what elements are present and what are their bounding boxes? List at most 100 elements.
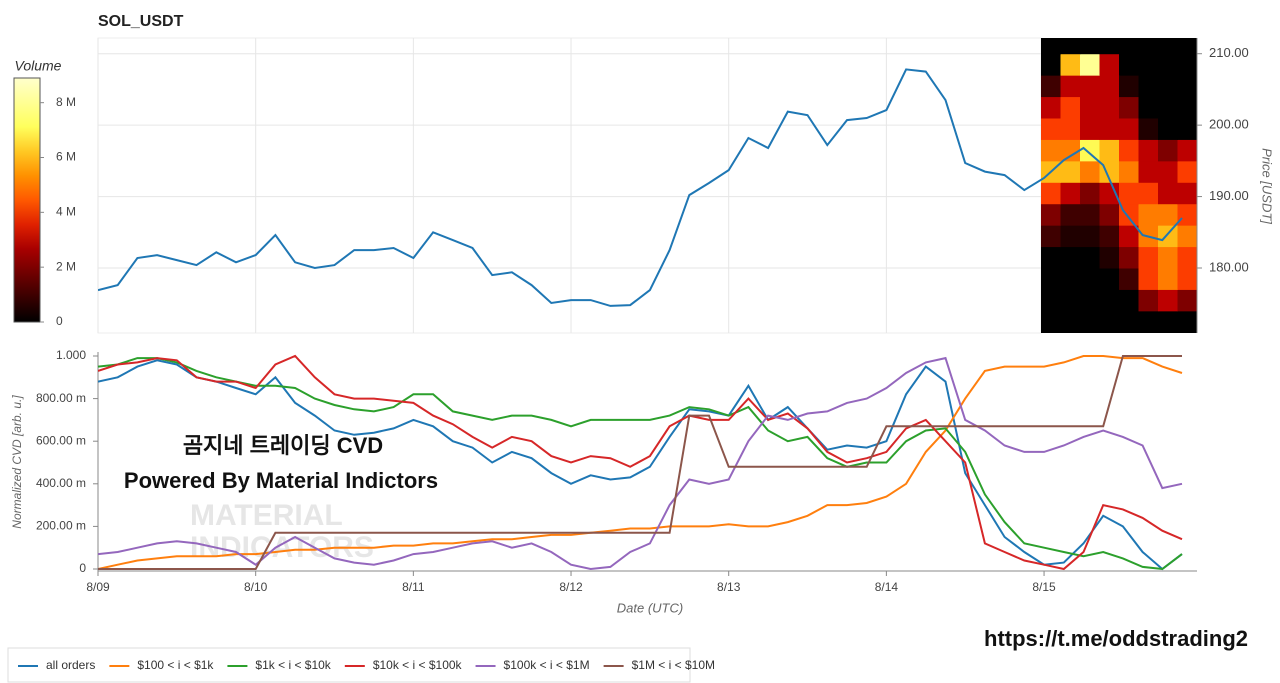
heatmap-cell (1060, 118, 1081, 140)
heatmap-cell (1080, 225, 1100, 248)
plot-area (97, 37, 1042, 334)
heatmap-cell (1099, 310, 1120, 333)
heatmap-cell (1060, 310, 1081, 333)
series-line (98, 357, 1183, 571)
heatmap-cell (1138, 96, 1159, 119)
heatmap-cell (1080, 139, 1100, 162)
x-tick-label: 8/13 (717, 580, 741, 594)
heatmap-cell (1099, 246, 1120, 269)
y-tick-label: 200.00 (1209, 117, 1249, 132)
heatmap-cell (1138, 268, 1159, 290)
heatmap-cell (1138, 182, 1159, 205)
heatmap-cell (1099, 118, 1120, 140)
y-tick-label: 600.00 m (36, 433, 86, 447)
heatmap-cell (1138, 118, 1159, 140)
heatmap-cell (1041, 96, 1061, 119)
heatmap-cell (1177, 203, 1197, 226)
heatmap-cell (1158, 160, 1178, 183)
heatmap-cell (1080, 160, 1100, 183)
series-line (98, 355, 1183, 570)
heatmap-cell (1158, 53, 1178, 76)
heatmap-cell (1099, 225, 1120, 248)
heatmap-cell (1119, 246, 1139, 269)
heatmap-cell (1060, 75, 1081, 98)
heatmap-cell (1099, 182, 1120, 205)
heatmap-cell (1177, 225, 1197, 248)
heatmap-cell (1060, 203, 1081, 226)
heatmap-cell (1177, 38, 1197, 55)
colorbar-label: Volume (15, 58, 62, 74)
y-tick-label: 180.00 (1209, 259, 1249, 274)
heatmap-cell (1177, 268, 1197, 290)
heatmap-cell (1099, 289, 1120, 312)
y-tick-label: 200.00 m (36, 519, 86, 533)
heatmap-cell (1041, 139, 1061, 162)
colorbar (13, 77, 41, 323)
annotation: https://t.me/oddstrading2 (984, 626, 1248, 651)
series-line (98, 356, 1183, 571)
legend-label: $100 < i < $1k (137, 658, 214, 672)
heatmap-cell (1177, 310, 1197, 333)
x-tick-label: 8/14 (875, 580, 899, 594)
heatmap-cell (1060, 182, 1081, 205)
heatmap-cell (1041, 38, 1061, 55)
heatmap-cell (1060, 289, 1081, 312)
heatmap-cell (1099, 139, 1120, 162)
heatmap-cell (1041, 182, 1061, 205)
heatmap-cell (1080, 310, 1100, 333)
heatmap-cell (1099, 75, 1120, 98)
heatmap-cell (1080, 289, 1100, 312)
heatmap-cell (1041, 225, 1061, 248)
legend-label: $1M < i < $10M (632, 658, 715, 672)
heatmap-cell (1119, 53, 1139, 76)
heatmap-cell (1080, 268, 1100, 290)
colorbar-tick-label: 6 M (56, 150, 76, 164)
heatmap-cell (1119, 289, 1139, 312)
legend-label: $10k < i < $100k (373, 658, 463, 672)
x-tick-label: 8/09 (86, 580, 110, 594)
y-axis-label: Price [USDT] (1260, 148, 1275, 224)
y-tick-label: 800.00 m (36, 391, 86, 405)
heatmap-cell (1177, 53, 1197, 76)
heatmap-cell (1177, 182, 1197, 205)
x-tick-label: 8/11 (402, 580, 425, 594)
y-axis-label: Normalized CVD [arb. u.] (10, 395, 24, 529)
series-line (98, 355, 1182, 570)
heatmap-cell (1060, 53, 1081, 76)
heatmap-cell (1060, 139, 1081, 162)
heatmap-cell (1080, 75, 1100, 98)
heatmap-cell (1158, 268, 1178, 290)
heatmap-cell (1138, 75, 1159, 98)
heatmap-cell (1060, 160, 1081, 183)
heatmap-cell (1080, 118, 1100, 140)
heatmap-cell (1119, 75, 1139, 98)
watermark: MATERIAL (190, 499, 343, 532)
heatmap-cell (1119, 182, 1139, 205)
heatmap-cell (1158, 246, 1178, 269)
heatmap-cell (1080, 246, 1100, 269)
heatmap-cell (1060, 246, 1081, 269)
heatmap-cell (1138, 53, 1159, 76)
heatmap-cell (1041, 53, 1061, 76)
heatmap-cell (1138, 203, 1159, 226)
heatmap-cell (1041, 75, 1061, 98)
price-line (98, 68, 1183, 307)
heatmap-cell (1158, 38, 1178, 55)
heatmap-cell (1119, 268, 1139, 290)
heatmap-cell (1099, 38, 1120, 55)
heatmap-cell (1177, 289, 1197, 312)
legend-label: $1k < i < $10k (255, 658, 331, 672)
heatmap-cell (1138, 289, 1159, 312)
heatmap-cell (1060, 96, 1081, 119)
legend-label: all orders (46, 658, 95, 672)
heatmap-cell (1138, 139, 1159, 162)
heatmap-cell (1177, 160, 1197, 183)
chart-title: SOL_USDT (98, 13, 184, 30)
heatmap-cell (1158, 289, 1178, 312)
heatmap-cell (1177, 246, 1197, 269)
heatmap-cell (1158, 139, 1178, 162)
heatmap-cell (1080, 96, 1100, 119)
y-tick-label: 1.000 (56, 348, 86, 362)
heatmap-cell (1158, 182, 1178, 205)
